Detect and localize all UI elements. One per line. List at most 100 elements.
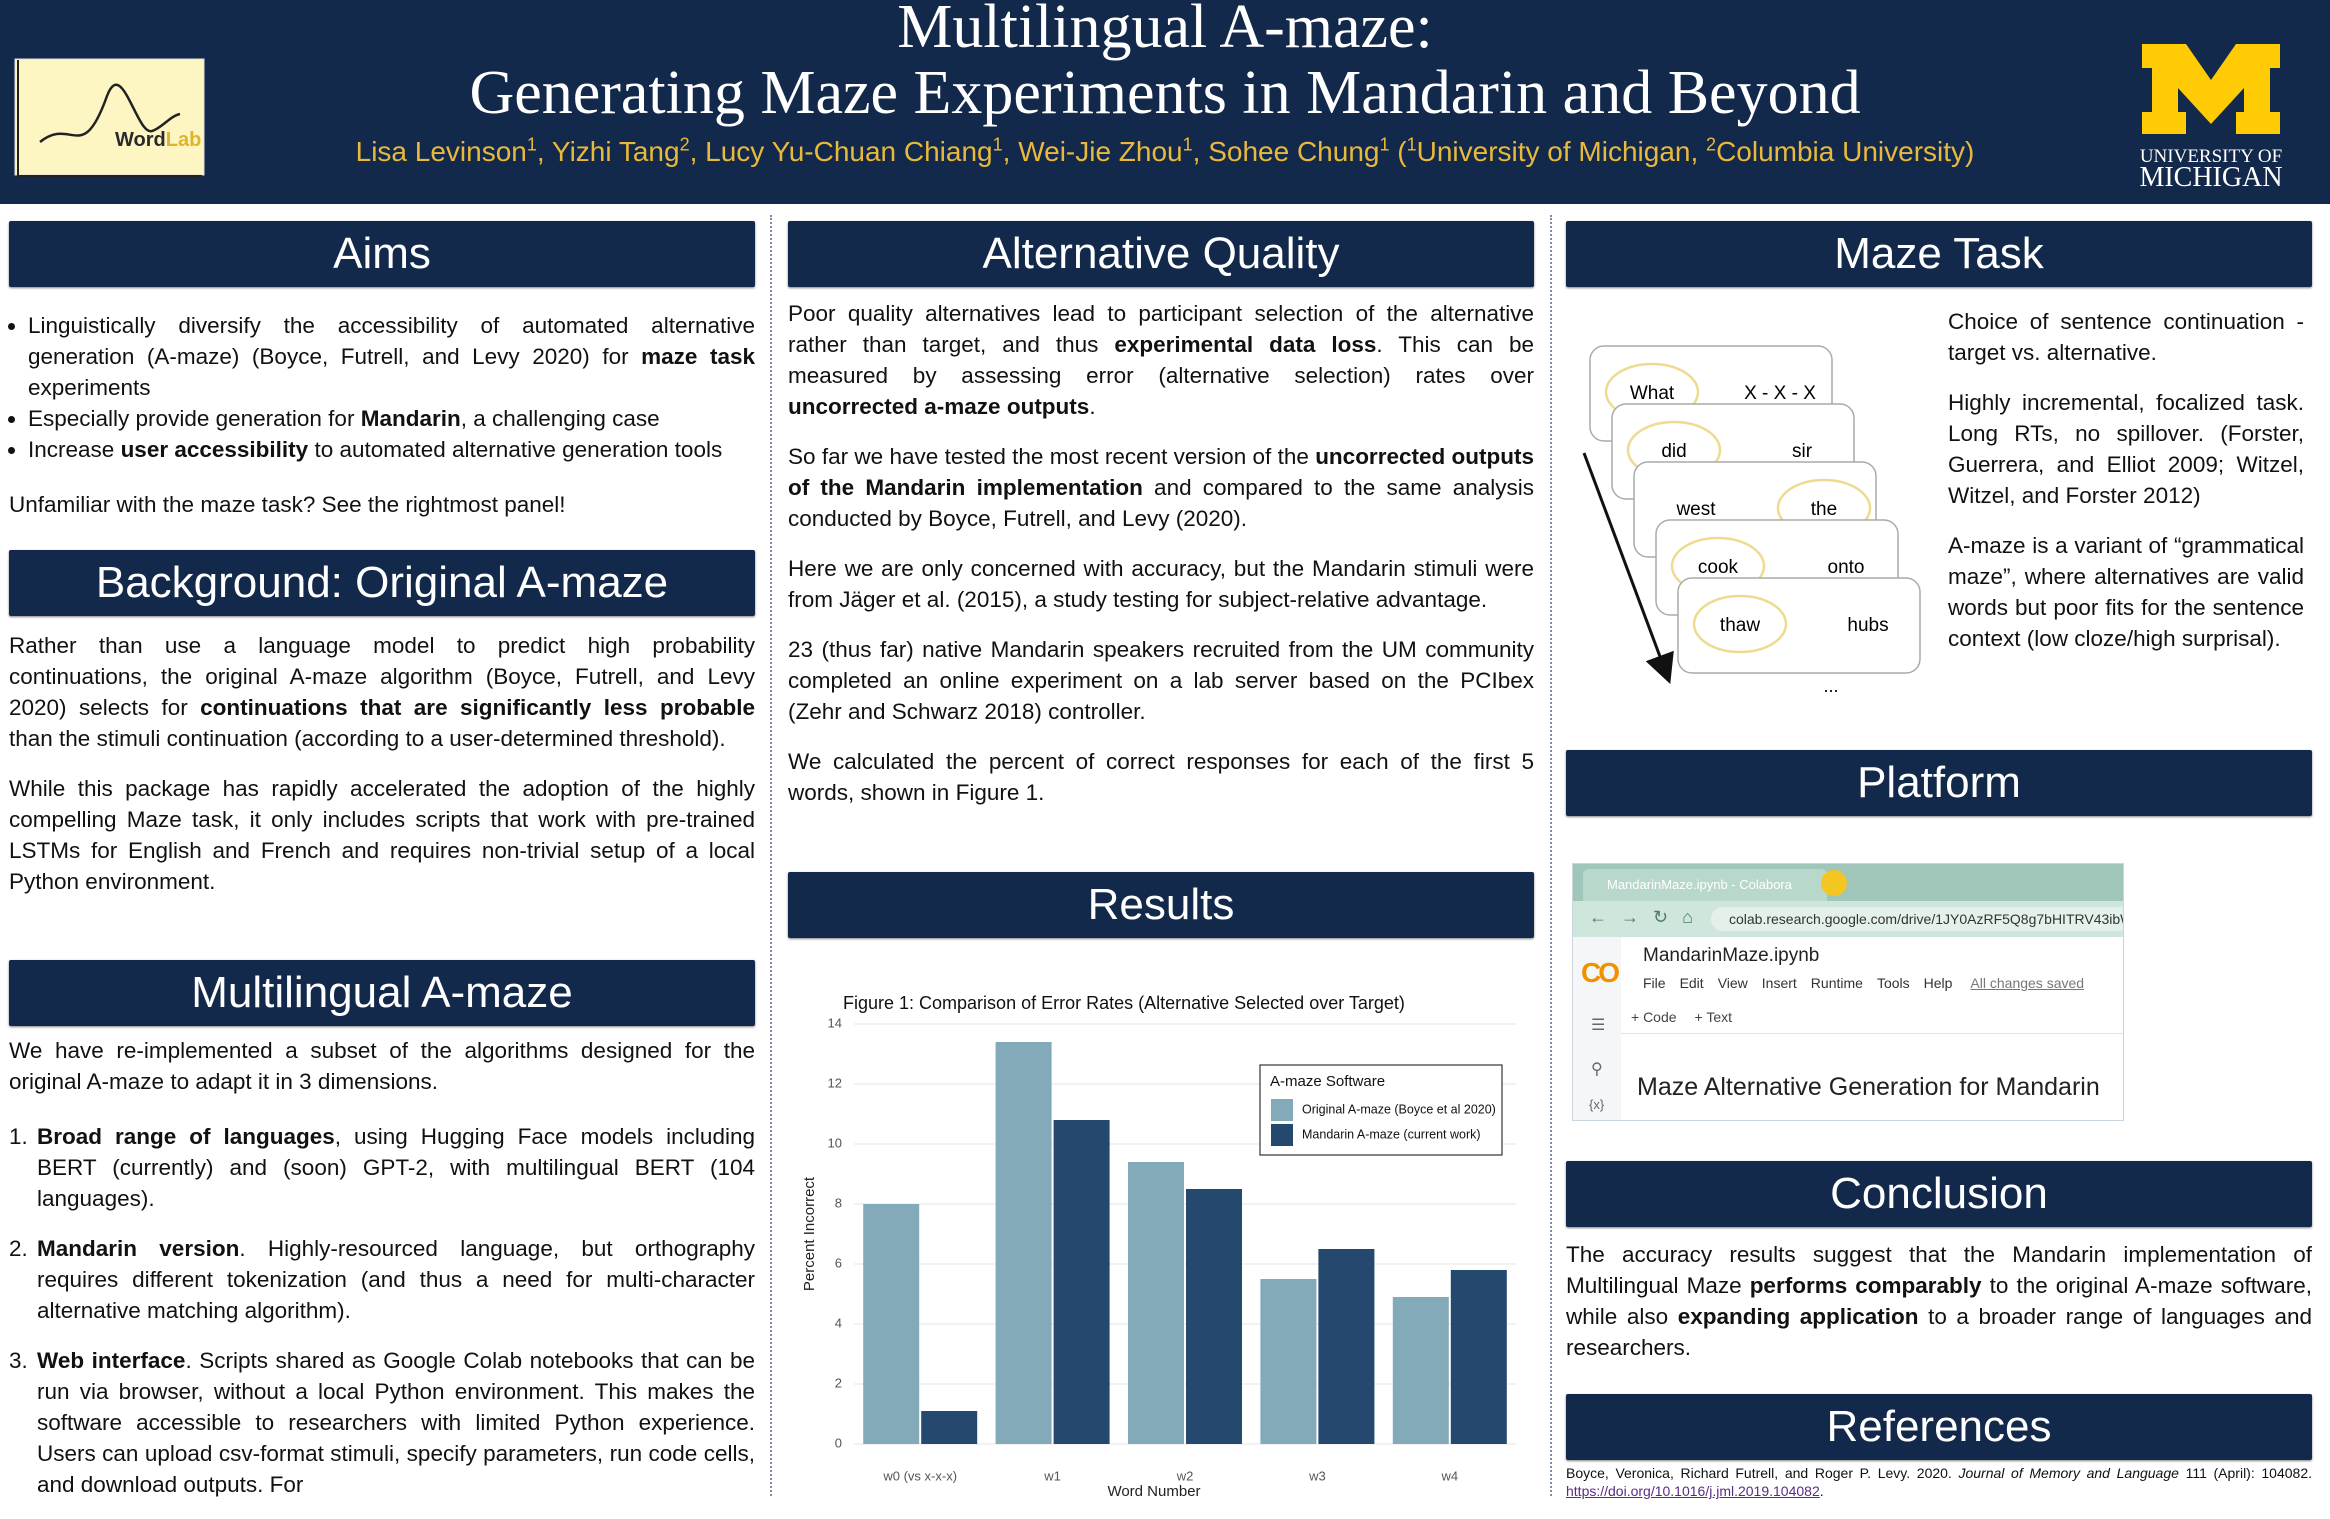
menu-item[interactable]: File (1643, 975, 1666, 991)
maze-word: thaw (1720, 615, 1760, 636)
bold-text: performs comparably (1749, 1273, 1982, 1298)
text: Poor quality alternatives lead to partic… (788, 301, 1534, 357)
background-body: Rather than use a language model to pred… (9, 630, 755, 916)
bar (921, 1411, 978, 1444)
paragraph: The accuracy results suggest that the Ma… (1566, 1239, 2312, 1363)
y-tick-label: 0 (835, 1435, 842, 1450)
maze-word: onto (1828, 557, 1865, 578)
text: than the stimuli continuation (according… (9, 726, 726, 751)
section-heading: Background: Original A-maze (9, 550, 755, 616)
menu-item[interactable]: View (1717, 975, 1748, 991)
item-number: 3. (9, 1348, 28, 1373)
colab-screenshot: MandarinMaze.ipynb - Colabora ←→↻⌂ colab… (1572, 863, 2124, 1121)
colab-logo: CO (1581, 957, 1620, 988)
maze-word: west (1675, 499, 1716, 520)
alternative-quality-body: Poor quality alternatives lead to partic… (788, 298, 1534, 827)
bullet-item: Linguistically diversify the accessibili… (28, 310, 755, 403)
bold-text: user accessibility (120, 437, 309, 462)
text: Linguistically diversify the accessibili… (28, 313, 755, 369)
maze-word: hubs (1847, 615, 1888, 636)
maze-diagram: What X - X - X did sir west the cook onto thaw hu… (1582, 345, 1921, 696)
item-text: Broad range of languages, using Hugging … (37, 1121, 755, 1214)
text: While this package has rapidly accelerat… (9, 776, 755, 894)
paragraph: So far we have tested the most recent ve… (788, 441, 1534, 534)
text: , Lucy Yu-Chuan Chiang (689, 136, 993, 167)
section-heading: Multilingual A-maze (9, 960, 755, 1026)
bold-text: Mandarin version (37, 1236, 240, 1261)
url[interactable]: colab.research.google.com/drive/1JY0AzRF… (1711, 907, 2123, 931)
chart: Figure 1: Comparison of Error Rates (Alt… (801, 993, 1516, 1496)
y-tick-label: 10 (828, 1135, 842, 1150)
multilingual-body: We have re-implemented a subset of the a… (9, 1035, 755, 1519)
maze-word: did (1661, 441, 1686, 462)
tab-bar: MandarinMaze.ipynb - Colabora (1573, 864, 2123, 901)
bar (995, 1042, 1052, 1444)
y-tick-label: 8 (835, 1195, 842, 1210)
paragraph: Here we are only concerned with accuracy… (788, 553, 1534, 615)
authors: Lisa Levinson 1 , Yizhi Tang2, Lucy Yu-Chu… (0, 134, 2330, 170)
michigan-logo: UNIVERSITY OF MICHIGAN (2139, 44, 2283, 193)
logo-axes (17, 60, 202, 177)
x-tick-label: w1 (1043, 1468, 1061, 1483)
sup-text: 1 (1379, 134, 1390, 155)
nav-icons: ←→↻⌂ (1589, 907, 1707, 927)
side-icon[interactable]: ⚲ (1591, 1061, 1603, 1078)
paragraph: Highly incremental, focalized task. Long… (1948, 387, 2304, 511)
text: , Yizhi Tang (536, 136, 680, 167)
italic-text: Journal of Memory and Language (1958, 1465, 2179, 1481)
text: , a challenging case (460, 406, 660, 431)
menu-item[interactable]: Runtime (1810, 975, 1863, 991)
section-heading: Maze Task (1566, 221, 2312, 287)
toolbar-button[interactable]: + Code (1631, 1009, 1677, 1025)
filename: MandarinMaze.ipynb (1643, 945, 1820, 966)
toolbar: + Code + Text (1631, 1009, 1750, 1025)
paragraph: We calculated the percent of correct res… (788, 746, 1534, 808)
link-text[interactable]: https://doi.org/10.1016/j.jml.2019.10408… (1566, 1483, 1820, 1499)
text: . Scripts shared as Google Colab noteboo… (37, 1348, 755, 1497)
bold-text: expanding application (1677, 1304, 1919, 1329)
section-heading: References (1566, 1394, 2312, 1460)
ellipsis: ... (1823, 676, 1838, 696)
legend-swatch (1271, 1099, 1293, 1121)
side-icon[interactable]: ☰ (1591, 1017, 1606, 1034)
logo-line: UNIVERSITY OF (2140, 146, 2282, 167)
paragraph: A-maze is a variant of “grammatical maze… (1948, 530, 2304, 654)
maze-word: What (1630, 383, 1675, 404)
legend-box (1259, 1064, 1503, 1156)
address-bar: ←→↻⌂ colab.research.google.com/drive/1JY… (1573, 901, 2123, 937)
menu-item[interactable]: Tools (1876, 975, 1910, 991)
text: 23 (thus far) native Mandarin speakers r… (788, 637, 1534, 724)
menu-item[interactable]: Edit (1679, 975, 1704, 991)
text: The accuracy results suggest that the Ma… (1566, 1242, 2312, 1298)
section-heading: Conclusion (1566, 1161, 2312, 1227)
side-label[interactable]: {x} (1589, 1097, 1605, 1112)
paragraph: We have re-implemented a subset of the a… (9, 1035, 755, 1097)
text: Here we are only concerned with accuracy… (788, 556, 1534, 612)
x-tick-label: w2 (1176, 1468, 1194, 1483)
new-tab-button[interactable] (1821, 870, 1847, 896)
browser-tab[interactable]: MandarinMaze.ipynb - Colabora (1583, 869, 1827, 901)
text: . (1819, 1483, 1824, 1499)
menu-bar: File Edit View Insert Runtime Tools Help All ch… (1643, 975, 2084, 991)
bar (1392, 1297, 1449, 1444)
text: to automated alternative generation tool… (308, 437, 723, 462)
toolbar-button[interactable]: + Text (1694, 1009, 1733, 1025)
bar (1053, 1120, 1110, 1444)
title-line: Generating Maze Experiments in Mandarin … (469, 59, 1861, 127)
text: experiments (28, 375, 151, 400)
text: . Highly-resourced language, but orthogr… (37, 1236, 756, 1323)
bold-text: Broad range of languages (37, 1124, 335, 1149)
bold-text: uncorrected a-maze outputs (788, 394, 1090, 419)
text: Lisa Levinson (355, 136, 527, 167)
header: WordLab Multilingual A-maze: Generating … (0, 0, 2330, 207)
bold-text: Mandarin (360, 406, 461, 431)
menu-item[interactable]: Insert (1761, 975, 1797, 991)
separator (1621, 1033, 2123, 1034)
bar (1318, 1249, 1375, 1444)
text: Rather than use a language model to pred… (9, 633, 755, 720)
legend-label: Mandarin A-maze (current work) (1302, 1127, 1481, 1141)
text: , using Hugging Face models including BE… (37, 1124, 755, 1211)
menu-item[interactable]: Help (1923, 975, 1953, 991)
sup-text: 2 (679, 134, 690, 155)
text: Especially provide generation for (28, 406, 361, 431)
